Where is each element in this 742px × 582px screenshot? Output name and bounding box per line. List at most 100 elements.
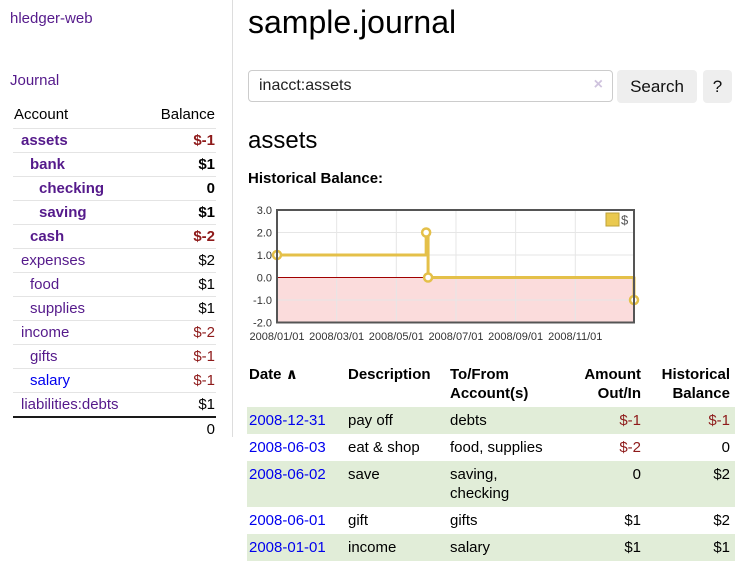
register-row: 2008-06-02 save saving, checking 0 $2 xyxy=(247,461,735,507)
sidebar-item-journal[interactable]: Journal xyxy=(10,72,60,89)
x-axis-label: 2008/07/01 xyxy=(428,331,483,343)
account-line: saving, xyxy=(450,466,498,483)
register-cell-description: save xyxy=(348,466,380,483)
register-cell-description: pay off xyxy=(348,412,393,429)
help-button[interactable]: ? xyxy=(703,70,732,103)
register-cell-accounts: gifts xyxy=(448,507,552,534)
account-balance: $1 xyxy=(198,276,215,293)
register-row: 2008-06-01 gift gifts $1 $2 xyxy=(247,507,735,534)
sidebar-item-supplies[interactable]: supplies xyxy=(30,300,86,317)
sidebar-item-cash[interactable]: cash xyxy=(30,228,65,245)
register-cell-balance: $2 xyxy=(713,466,730,483)
accounts-header-balance: Balance xyxy=(160,106,215,123)
y-axis-label: -1.0 xyxy=(253,295,272,307)
sidebar-item-salary[interactable]: salary xyxy=(30,372,71,389)
register-table: Date ∧ Description To/From Account(s) Am… xyxy=(247,361,735,561)
account-row: supplies $1 xyxy=(13,296,216,320)
balance-chart[interactable]: $3.0 2.0 1.0 0.0 -1.0 -2.0 2008/01/01 2008/03/0… xyxy=(248,203,742,348)
register-cell-date: 2008-06-01 xyxy=(247,507,346,534)
app-title-link[interactable]: hledger-web xyxy=(10,10,93,27)
data-point-marker xyxy=(422,272,434,283)
account-balance: $-2 xyxy=(193,324,215,341)
sidebar-item-expenses[interactable]: expenses xyxy=(21,252,86,269)
sidebar-item-checking[interactable]: checking xyxy=(39,180,105,197)
transaction-date-link[interactable]: 2008-06-01 xyxy=(249,512,326,529)
register-cell-date: 2008-01-01 xyxy=(247,534,346,561)
account-line: food, supplies xyxy=(450,439,543,456)
register-cell-accounts: salary xyxy=(448,534,552,561)
search-form: × Search ? xyxy=(248,70,742,103)
sidebar-item-saving[interactable]: saving xyxy=(39,204,87,221)
account-balance: $-1 xyxy=(193,132,215,149)
register-row: 2008-01-01 income salary $1 $1 xyxy=(247,534,735,561)
search-button[interactable]: Search xyxy=(617,70,697,103)
y-axis-label: 3.0 xyxy=(257,205,272,217)
register-cell-balance: $-1 xyxy=(708,412,730,429)
account-row: bank $1 xyxy=(13,152,216,176)
register-cell-amount: $-1 xyxy=(619,412,641,429)
chart-heading: Historical Balance: xyxy=(248,170,384,187)
accounts-total-value: 0 xyxy=(206,421,215,438)
account-row: income $-2 xyxy=(13,320,216,344)
y-axis-label: -2.0 xyxy=(253,318,272,330)
sidebar-item-liabilities-debts[interactable]: liabilities:debts xyxy=(21,396,119,413)
sidebar-item-bank[interactable]: bank xyxy=(30,156,66,173)
register-cell-balance: $1 xyxy=(713,539,730,556)
account-row: assets $-1 xyxy=(13,128,216,152)
y-axis-label: 2.0 xyxy=(257,228,272,240)
account-balance: $1 xyxy=(198,396,215,413)
account-balance: $1 xyxy=(198,204,215,221)
sidebar-item-food[interactable]: food xyxy=(30,276,60,293)
account-balance: $1 xyxy=(198,156,215,173)
register-row: 2008-06-03 eat & shop food, supplies $-2 0 xyxy=(247,434,735,461)
account-balance: $-2 xyxy=(193,228,215,245)
account-balance: $-1 xyxy=(193,348,215,365)
chart-border xyxy=(276,209,635,324)
legend-swatch xyxy=(605,212,620,227)
transaction-date-link[interactable]: 2008-06-03 xyxy=(249,439,326,456)
transaction-date-link[interactable]: 2008-12-31 xyxy=(249,412,326,429)
sidebar-item-income[interactable]: income xyxy=(21,324,70,341)
account-balance: $2 xyxy=(198,252,215,269)
account-row: liabilities:debts $1 xyxy=(13,392,216,416)
account-balance: $-1 xyxy=(193,372,215,389)
register-cell-amount: 0 xyxy=(632,466,641,483)
register-rows: 2008-12-31 pay off debts $-1 $-1 2008-06-03 ea… xyxy=(247,407,735,561)
register-cell-balance: 0 xyxy=(721,439,730,456)
register-cell-date: 2008-12-31 xyxy=(247,407,346,434)
sort-ascending-icon: ∧ xyxy=(285,366,298,383)
search-input[interactable] xyxy=(249,71,584,101)
register-cell-amount: $-2 xyxy=(619,439,641,456)
register-cell-description: eat & shop xyxy=(348,439,420,456)
account-line: salary xyxy=(450,539,491,556)
register-cell-date: 2008-06-02 xyxy=(247,461,346,507)
y-axis-label: 1.0 xyxy=(257,250,272,262)
search-input-wrap: × xyxy=(248,70,613,102)
register-header-description: Description xyxy=(348,366,431,383)
register-row: 2008-12-31 pay off debts $-1 $-1 xyxy=(247,407,735,434)
clear-search-icon[interactable]: × xyxy=(593,76,603,93)
x-axis-label: 2008/09/01 xyxy=(488,331,543,343)
register-cell-description: income xyxy=(348,539,397,556)
sidebar-item-assets[interactable]: assets xyxy=(21,132,68,149)
register-cell-accounts: debts xyxy=(448,407,552,434)
x-axis-label: 2008/01/01 xyxy=(249,331,304,343)
account-row: saving $1 xyxy=(13,200,216,224)
transaction-date-link[interactable]: 2008-06-02 xyxy=(249,466,326,483)
data-point-marker xyxy=(420,227,432,238)
x-axis-label: 2008/05/01 xyxy=(369,331,424,343)
x-axis-label: 2008/11/01 xyxy=(548,331,602,343)
y-axis-label: 0.0 xyxy=(257,273,272,285)
register-header-date[interactable]: Date ∧ xyxy=(247,361,346,407)
page-title: sample.journal xyxy=(248,4,457,40)
accounts-table: Account Balance assets $-1 bank $1 checking 0… xyxy=(13,103,216,441)
account-row: gifts $-1 xyxy=(13,344,216,368)
account-line: gifts xyxy=(450,512,478,529)
sidebar: hledger-web Journal Account Balance asse… xyxy=(0,0,233,438)
transaction-date-link[interactable]: 2008-01-01 xyxy=(249,539,326,556)
account-row: salary $-1 xyxy=(13,368,216,392)
sidebar-item-gifts[interactable]: gifts xyxy=(30,348,58,365)
register-header-row: Date ∧ Description To/From Account(s) Am… xyxy=(247,361,735,407)
